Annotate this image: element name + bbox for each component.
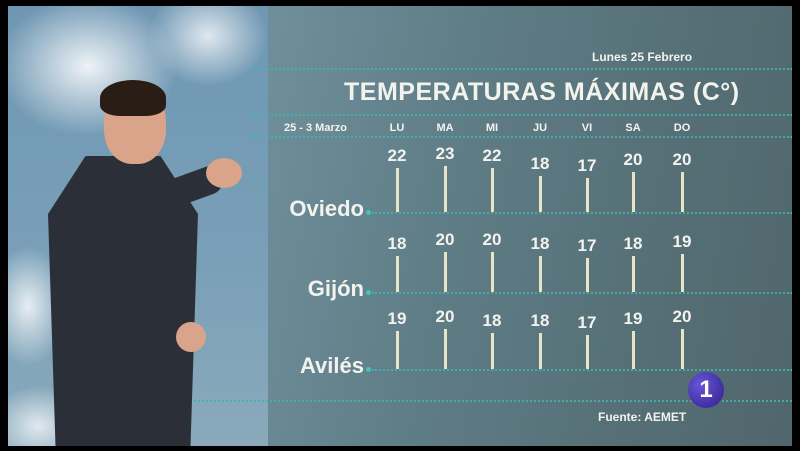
temperature-bar xyxy=(586,335,589,369)
day-header: MI xyxy=(485,122,499,134)
temperature-value: 19 xyxy=(623,309,643,328)
city-baseline xyxy=(372,369,792,371)
temperature-value: 18 xyxy=(482,311,502,330)
temperature-bar xyxy=(491,168,494,212)
temperature-value: 17 xyxy=(577,156,597,175)
temperature-value: 19 xyxy=(672,232,692,251)
temperature-value: 18 xyxy=(623,234,643,253)
temperature-bar xyxy=(632,172,635,212)
temperature-value: 18 xyxy=(530,154,550,173)
divider xyxy=(248,68,792,70)
temperature-value: 20 xyxy=(435,307,455,326)
temperature-value: 20 xyxy=(623,150,643,169)
city-marker xyxy=(366,367,371,372)
weather-broadcast-frame: Lunes 25 Febrero TEMPERATURAS MÁXIMAS (C… xyxy=(8,6,792,446)
day-header: VI xyxy=(581,122,593,134)
day-header: SA xyxy=(625,122,641,134)
presenter-hand xyxy=(206,158,242,188)
temperature-bar xyxy=(444,166,447,212)
city-name: Gijón xyxy=(307,276,364,301)
temperature-bar xyxy=(539,333,542,369)
temperature-value: 20 xyxy=(435,230,455,249)
city-baseline xyxy=(372,292,792,294)
day-header: DO xyxy=(673,122,691,134)
temperature-bar xyxy=(539,256,542,292)
divider xyxy=(248,136,792,138)
temperature-bar xyxy=(681,172,684,212)
presenter-left-hand xyxy=(176,322,206,352)
temperature-value: 20 xyxy=(672,307,692,326)
temperature-value: 18 xyxy=(387,234,407,253)
date-range: 25 - 3 Marzo xyxy=(284,122,347,134)
divider xyxy=(158,400,792,402)
temperature-bar xyxy=(396,331,399,369)
temperature-bar xyxy=(632,331,635,369)
date-label: Lunes 25 Febrero xyxy=(592,50,693,64)
temperature-bar xyxy=(444,329,447,369)
temperature-value: 20 xyxy=(672,150,692,169)
source-label: Fuente: AEMET xyxy=(598,410,687,424)
city-name: Oviedo xyxy=(289,196,364,221)
temperature-bar xyxy=(396,168,399,212)
temperature-bar xyxy=(491,333,494,369)
presenter-hair xyxy=(100,80,166,116)
temperature-bar xyxy=(491,252,494,292)
divider xyxy=(248,114,792,116)
temperature-bar xyxy=(681,329,684,369)
temperature-bar xyxy=(632,256,635,292)
city-marker xyxy=(366,210,371,215)
page-title: TEMPERATURAS MÁXIMAS (C°) xyxy=(344,78,740,106)
temperature-bar xyxy=(539,176,542,212)
temperature-value: 17 xyxy=(577,313,597,332)
channel-logo: 1 xyxy=(688,372,724,408)
temperature-bar xyxy=(444,252,447,292)
city-marker xyxy=(366,290,371,295)
temperature-value: 22 xyxy=(482,146,502,165)
temperature-value: 17 xyxy=(577,236,597,255)
city-baseline xyxy=(372,212,792,214)
temperature-value: 22 xyxy=(387,146,407,165)
day-header: LU xyxy=(389,122,405,134)
temperature-value: 23 xyxy=(435,144,455,163)
city-name: Avilés xyxy=(299,353,364,378)
temperature-bar xyxy=(396,256,399,292)
temperature-bar xyxy=(586,258,589,292)
temperature-value: 18 xyxy=(530,234,550,253)
temperature-bar xyxy=(586,178,589,212)
temperature-bar xyxy=(681,254,684,292)
temperature-value: 20 xyxy=(482,230,502,249)
day-header: JU xyxy=(532,122,548,134)
day-header: MA xyxy=(436,122,454,134)
temperature-value: 19 xyxy=(387,309,407,328)
temperature-value: 18 xyxy=(530,311,550,330)
